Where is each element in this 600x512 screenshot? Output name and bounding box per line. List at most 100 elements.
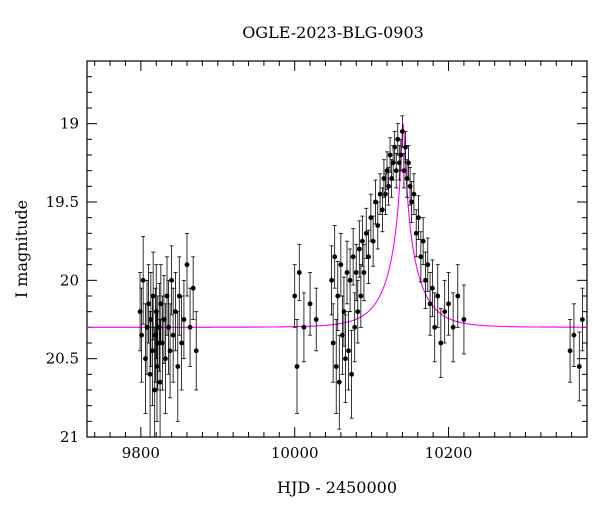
data-point [375,201,381,250]
data-point [140,236,146,325]
point-marker [193,348,199,354]
point-marker [150,293,156,299]
point-marker [167,348,173,354]
data-point [427,272,433,336]
data-point [579,287,585,352]
data-point [387,137,393,173]
point-marker [435,293,441,299]
data-point [399,115,405,148]
data-point [335,261,341,331]
x-tick-label: 9800 [122,444,160,462]
data-point [193,311,199,391]
point-marker [450,324,456,330]
data-point [409,181,415,223]
point-marker [154,364,160,369]
data-point [418,231,424,283]
data-point [332,225,338,289]
data-point [313,287,319,352]
point-marker [356,246,362,252]
point-marker [341,309,347,315]
data-point [461,284,467,355]
data-point [294,319,300,414]
data-point [163,303,168,414]
data-point [176,256,182,336]
data-point [333,319,339,414]
point-marker [335,293,341,299]
data-point [346,311,351,391]
data-point [341,276,347,347]
data-point [355,279,361,344]
data-point [420,217,426,266]
y-tick-label: 20.5 [46,350,79,368]
point-marker [438,340,444,346]
data-point [423,251,428,309]
data-point [296,243,302,302]
point-marker [571,332,577,338]
point-marker [149,348,155,354]
data-point [370,215,376,267]
point-marker [361,270,367,275]
point-marker [338,262,344,268]
y-tick-label: 19.5 [46,193,79,211]
data-point [373,179,378,225]
point-marker [333,364,339,369]
point-marker [427,301,433,307]
point-marker [370,238,376,244]
data-point [393,153,399,189]
point-marker [343,356,348,362]
data-point [438,308,444,378]
point-marker [579,317,585,322]
data-point [347,248,353,313]
data-point [329,245,335,316]
point-marker [190,285,196,291]
data-point [150,251,156,341]
point-marker [399,129,405,134]
y-tick-label: 20 [60,271,79,289]
point-marker [409,199,415,205]
data-point [353,243,359,302]
data-point [411,173,417,215]
point-marker [332,254,338,260]
point-marker [330,340,336,346]
point-marker [313,317,319,322]
data-point [330,303,336,383]
point-marker [292,293,298,299]
point-marker [352,324,358,330]
data-point [336,334,342,430]
point-marker [423,277,428,283]
data-point [187,287,193,367]
data-point [386,167,391,206]
point-marker [353,270,359,275]
data-point [403,131,408,164]
data-point [429,259,435,317]
point-marker [336,379,342,385]
data-point [170,287,176,383]
data-point [146,264,151,344]
data-point [356,220,362,278]
x-axis-label: HJD - 2450000 [277,478,397,497]
point-marker [181,317,187,322]
point-marker [393,168,399,174]
data-point [338,232,344,297]
point-marker [429,285,435,291]
data-point [344,240,350,305]
point-marker [350,254,356,260]
point-marker [413,230,419,236]
data-point [147,311,153,438]
data-point [179,295,185,391]
point-marker [163,356,168,362]
point-marker [373,199,378,205]
point-marker [359,238,365,244]
data-point [361,243,367,302]
point-marker [392,144,398,150]
point-marker [179,340,185,346]
data-point [350,228,356,286]
point-marker [366,254,371,260]
point-marker [432,324,438,330]
data-point [292,264,298,328]
data-point [406,145,411,181]
data-points-layer [137,115,585,438]
data-point [190,256,196,320]
data-point [416,195,421,241]
point-marker [387,152,393,158]
